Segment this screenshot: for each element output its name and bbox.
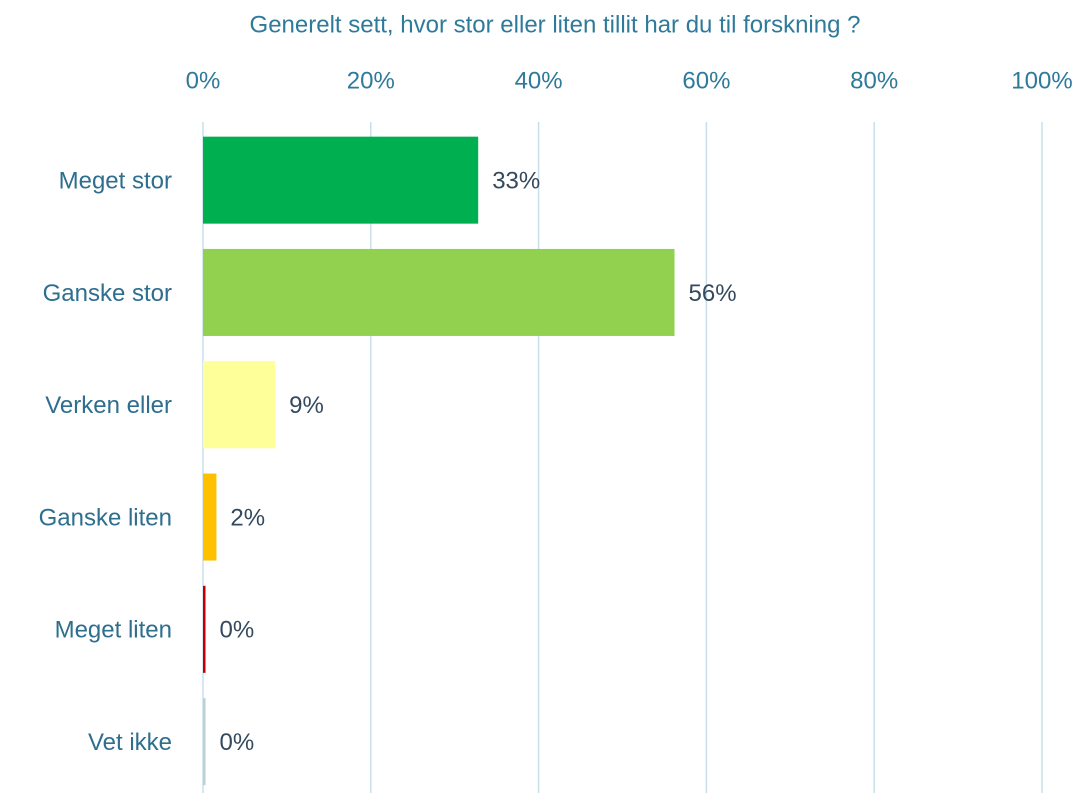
value-label: 2% <box>230 504 265 531</box>
x-tick-label: 0% <box>186 67 221 94</box>
y-tick-label: Meget liten <box>55 617 172 644</box>
bar <box>203 248 675 336</box>
x-tick-label: 100% <box>1011 67 1072 94</box>
bar <box>203 473 217 561</box>
y-tick-label: Ganske liten <box>39 504 172 531</box>
bar <box>203 136 479 224</box>
x-tick-label: 60% <box>682 67 730 94</box>
value-label: 0% <box>220 729 255 756</box>
value-label: 0% <box>220 617 255 644</box>
bar <box>203 698 206 786</box>
y-tick-label: Ganske stor <box>43 280 172 307</box>
x-tick-label: 40% <box>515 67 563 94</box>
y-tick-label: Vet ikke <box>88 729 172 756</box>
value-label: 33% <box>492 167 540 194</box>
value-label: 9% <box>289 392 324 419</box>
bar <box>203 585 206 673</box>
x-tick-label: 80% <box>850 67 898 94</box>
x-tick-label: 20% <box>347 67 395 94</box>
y-tick-label: Verken eller <box>45 392 172 419</box>
y-tick-label: Meget stor <box>59 167 172 194</box>
value-label: 56% <box>689 280 737 307</box>
bar <box>203 361 276 449</box>
chart-title: Generelt sett, hvor stor eller liten til… <box>250 11 861 38</box>
